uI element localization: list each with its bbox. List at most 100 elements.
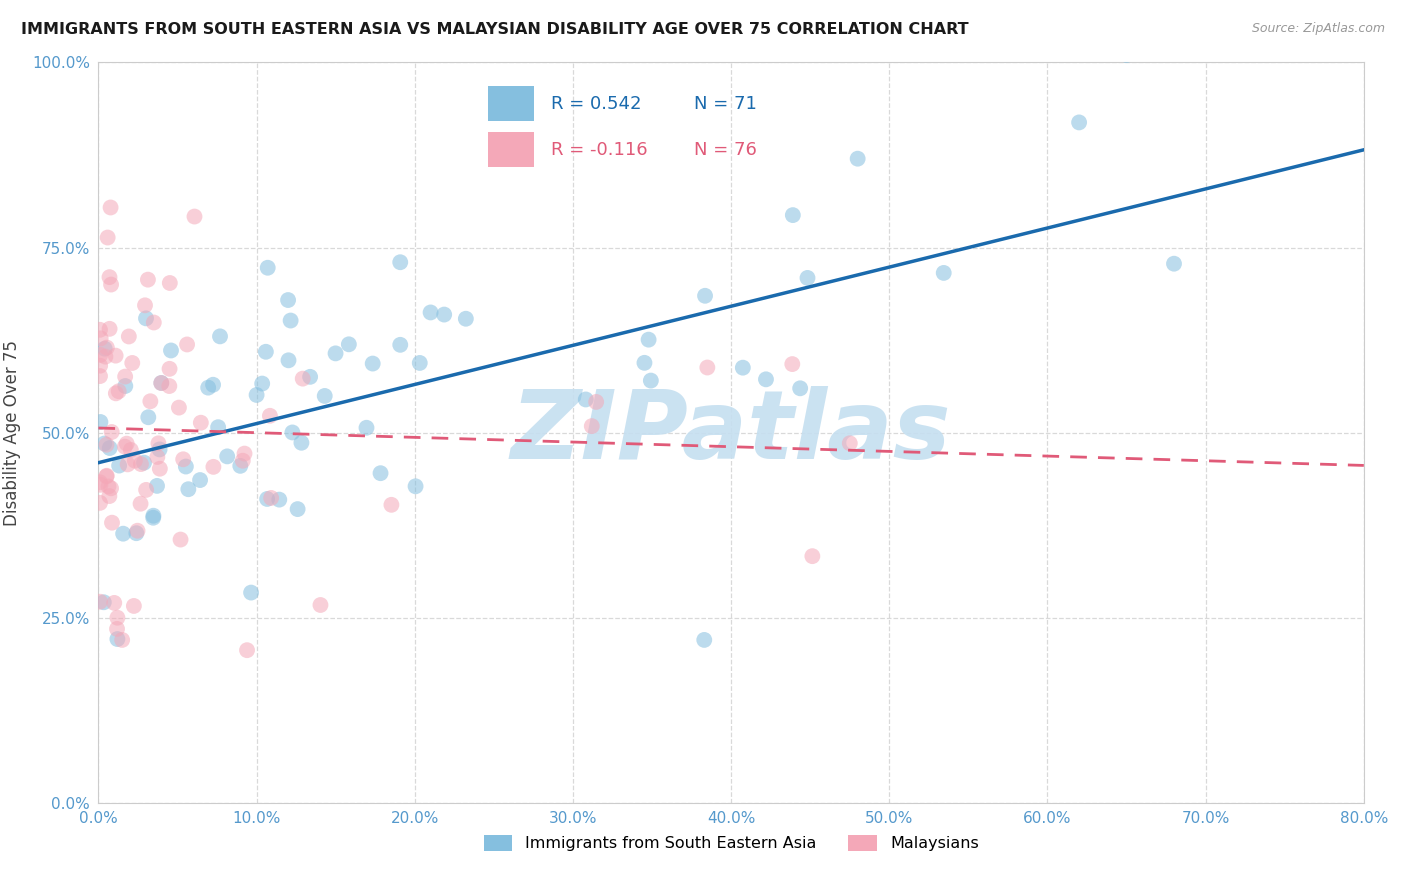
Point: [229, 458, 252, 473]
Point: [356, 421, 378, 435]
Point: [149, 461, 172, 475]
Point: [89, 595, 111, 609]
Point: [89, 475, 111, 490]
Point: [129, 497, 152, 511]
Point: [135, 311, 157, 326]
Text: Source: ZipAtlas.com: Source: ZipAtlas.com: [1251, 22, 1385, 36]
Point: [208, 329, 231, 343]
Point: [269, 492, 291, 507]
Point: [277, 353, 299, 368]
Point: [114, 369, 136, 384]
Point: [114, 379, 136, 393]
Point: [93, 436, 115, 450]
Point: [838, 436, 860, 450]
Point: [104, 386, 127, 401]
Point: [693, 632, 716, 647]
Point: [188, 473, 211, 487]
Point: [731, 360, 754, 375]
Point: [103, 596, 125, 610]
Point: [250, 376, 273, 391]
Point: [114, 440, 136, 454]
Point: [115, 436, 138, 450]
Point: [136, 273, 159, 287]
Point: [142, 510, 165, 524]
Point: [280, 313, 302, 327]
Point: [246, 388, 269, 402]
Point: [176, 337, 198, 351]
Point: [380, 498, 402, 512]
Point: [389, 338, 412, 352]
Point: [117, 458, 139, 472]
Point: [146, 479, 169, 493]
Point: [160, 343, 183, 358]
Point: [121, 356, 143, 370]
Point: [105, 622, 128, 636]
Point: [100, 425, 122, 439]
Point: [146, 450, 169, 464]
Point: [801, 549, 824, 564]
Point: [172, 452, 194, 467]
Point: [142, 316, 165, 330]
Point: [89, 348, 111, 362]
Point: [932, 266, 955, 280]
Point: [325, 346, 347, 360]
Point: [96, 469, 118, 483]
Point: [97, 479, 120, 493]
Point: [409, 356, 432, 370]
Point: [159, 276, 181, 290]
Point: [197, 381, 219, 395]
Point: [693, 289, 716, 303]
Point: [129, 457, 152, 471]
Point: [98, 322, 121, 336]
Point: [98, 441, 121, 455]
Point: [277, 293, 299, 307]
Point: [93, 342, 115, 356]
Point: [202, 459, 225, 474]
Point: [98, 270, 121, 285]
Point: [259, 409, 281, 423]
Point: [112, 526, 135, 541]
Point: [637, 333, 659, 347]
Point: [1115, 48, 1137, 62]
Point: [309, 598, 332, 612]
Point: [389, 255, 412, 269]
Point: [256, 491, 278, 506]
Point: [107, 384, 129, 399]
Text: IMMIGRANTS FROM SOUTH EASTERN ASIA VS MALAYSIAN DISABILITY AGE OVER 75 CORRELATI: IMMIGRANTS FROM SOUTH EASTERN ASIA VS MA…: [21, 22, 969, 37]
Point: [796, 271, 818, 285]
Point: [157, 379, 180, 393]
Point: [89, 323, 111, 337]
Point: [233, 447, 256, 461]
Point: [132, 456, 155, 470]
Point: [169, 533, 191, 547]
Point: [207, 420, 229, 434]
Point: [108, 458, 131, 473]
Point: [236, 643, 259, 657]
Point: [150, 376, 173, 390]
Point: [174, 459, 197, 474]
Point: [89, 369, 111, 384]
Point: [1067, 115, 1090, 129]
Point: [256, 260, 278, 275]
Point: [454, 311, 477, 326]
Point: [291, 371, 314, 385]
Point: [107, 632, 129, 646]
Point: [190, 416, 212, 430]
Point: [1163, 257, 1185, 271]
Point: [640, 374, 662, 388]
Legend: Immigrants from South Eastern Asia, Malaysians: Immigrants from South Eastern Asia, Mala…: [477, 829, 986, 858]
Point: [122, 599, 145, 613]
Point: [782, 357, 804, 371]
Point: [100, 481, 122, 495]
Point: [290, 435, 312, 450]
Point: [696, 360, 718, 375]
Point: [89, 359, 111, 373]
Point: [150, 376, 173, 390]
Point: [755, 372, 778, 386]
Point: [846, 152, 869, 166]
Point: [89, 496, 111, 510]
Point: [90, 331, 112, 345]
Point: [361, 357, 384, 371]
Point: [107, 610, 129, 624]
Point: [96, 341, 118, 355]
